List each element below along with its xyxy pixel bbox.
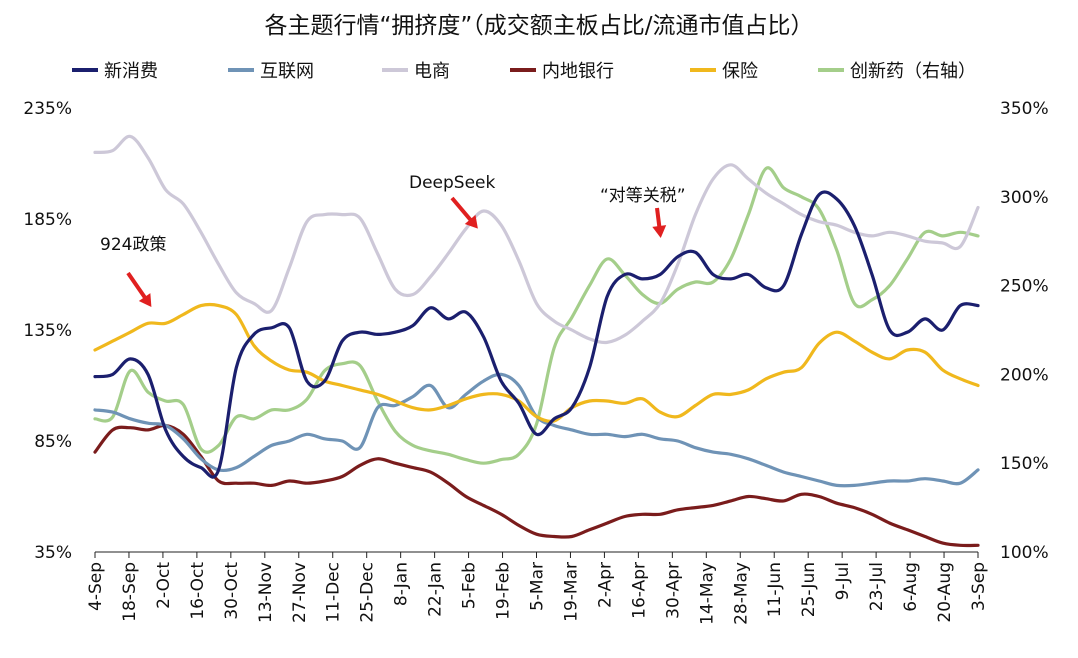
series-line-3: [93, 423, 980, 548]
legend-label: 新消费: [104, 61, 158, 82]
x-tick-label: 3-Sep: [969, 562, 989, 611]
annotation-label: 924政策: [100, 235, 166, 255]
series-line-0: [93, 190, 980, 479]
x-tick-label: 19-Feb: [494, 562, 514, 620]
y-left-tick-label: 185%: [23, 210, 72, 230]
x-tick-label: 2-Apr: [595, 562, 615, 608]
annotation-arrow-head: [464, 214, 478, 229]
y-left-tick-label: 135%: [23, 321, 72, 341]
x-tick-label: 5-Mar: [528, 562, 548, 611]
x-tick-label: 9-Jul: [833, 562, 853, 600]
y-right-tick-label: 350%: [1000, 99, 1049, 119]
legend-label: 电商: [414, 61, 450, 82]
annotations: 924政策 DeepSeek “对等关税”: [100, 173, 686, 307]
series-lines: [93, 134, 980, 548]
legend-label: 保险: [722, 61, 758, 82]
x-tick-label: 18-Sep: [120, 562, 140, 622]
x-tick-label: 13-Nov: [256, 562, 276, 623]
series-line-2: [93, 134, 980, 345]
x-tick-label: 11-Jun: [765, 562, 785, 617]
legend: 新消费 互联网 电商 内地银行 保险 创新药（右轴）: [72, 61, 976, 82]
x-tick-label: 16-Oct: [188, 562, 208, 620]
x-tick-label: 28-May: [731, 562, 751, 625]
x-tick-label: 22-Jan: [426, 562, 446, 617]
x-tick-label: 20-Aug: [935, 562, 955, 623]
x-tick-label: 11-Dec: [324, 562, 344, 623]
y-left-tick-label: 35%: [34, 543, 72, 563]
series-line-4: [93, 302, 980, 424]
x-tick-label: 4-Sep: [86, 562, 106, 611]
x-tick-label: 30-Apr: [663, 562, 683, 619]
legend-label: 互联网: [260, 61, 314, 82]
series-line-5: [93, 166, 980, 465]
x-tick-label: 30-Oct: [222, 562, 242, 620]
y-right-tick-label: 100%: [1000, 543, 1049, 563]
y-right-tick-label: 150%: [1000, 454, 1049, 474]
x-tick-label: 19-Mar: [561, 562, 581, 622]
chart-title: 各主题行情“拥挤度”（成交额主板占比/流通市值占比）: [264, 13, 814, 39]
legend-label: 创新药（右轴）: [850, 61, 976, 82]
annotation-arrow-head: [652, 225, 667, 238]
x-tick-label: 25-Dec: [358, 562, 378, 623]
y-right-tick-label: 250%: [1000, 277, 1049, 297]
x-tick-label: 27-Nov: [290, 562, 310, 623]
axes: 235% 185% 135% 85% 35% 350% 300% 250% 200% 150% 10…: [23, 99, 1048, 625]
x-tick-label: 5-Feb: [460, 562, 480, 609]
legend-label: 内地银行: [542, 61, 614, 82]
y-right-tick-label: 300%: [1000, 188, 1049, 208]
x-tick-label: 23-Jul: [867, 562, 887, 611]
x-tick-label: 6-Aug: [901, 562, 921, 612]
x-tick-label: 14-May: [697, 562, 717, 625]
y-left-tick-label: 235%: [23, 99, 72, 119]
x-tick-label: 2-Oct: [154, 562, 174, 609]
y-right-tick-label: 200%: [1000, 365, 1049, 385]
x-tick-label: 16-Apr: [629, 562, 649, 619]
annotation-label: “对等关税”: [600, 186, 686, 206]
x-tick-label: 25-Jun: [799, 562, 819, 617]
annotation-arrow-head: [138, 293, 152, 307]
x-tick-label: 8-Jan: [392, 562, 412, 606]
y-left-tick-label: 85%: [34, 432, 72, 452]
annotation-label: DeepSeek: [409, 173, 496, 193]
